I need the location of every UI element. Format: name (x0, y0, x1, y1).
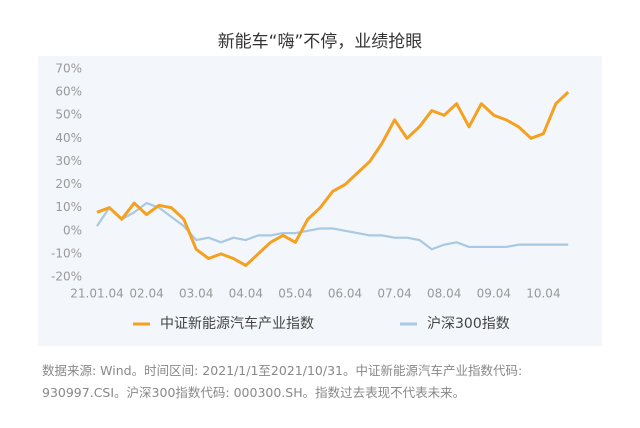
y-tick-label: 0% (63, 223, 82, 237)
chart: 新能车“嗨”不停，业绩抢眼 70% 60% 50% 40% 30% 20% 10% 0% -10… (38, 32, 602, 346)
legend-label: 沪深300指数 (427, 316, 510, 332)
y-tick-label: 10% (55, 200, 82, 214)
x-tick-label: 21.01.04 (70, 287, 123, 301)
plot-background (38, 56, 602, 346)
y-tick-label: -20% (51, 270, 82, 284)
series-line (96, 91, 570, 267)
x-tick-label: 06.04 (328, 287, 362, 301)
y-tick-label: 70% (55, 62, 82, 76)
x-tick-label: 04.04 (229, 287, 263, 301)
x-tick-label: 08.04 (427, 287, 461, 301)
series-line (96, 201, 569, 251)
y-tick-label: 40% (55, 131, 82, 145)
footnote-line: 数据来源: Wind。时间区间: 2021/1/1至2021/10/31。中证新… (42, 363, 523, 378)
chart-title: 新能车“嗨”不停，业绩抢眼 (218, 32, 423, 52)
y-tick-label: 60% (55, 85, 82, 99)
y-tick-label: 50% (55, 108, 82, 122)
x-tick-label: 05.04 (278, 287, 312, 301)
y-tick-label: -10% (51, 246, 82, 260)
x-tick-label: 09.04 (477, 287, 511, 301)
x-tick-label: 07.04 (377, 287, 411, 301)
y-tick-label: 30% (55, 154, 82, 168)
y-tick-label: 20% (55, 177, 82, 191)
x-tick-label: 02.04 (129, 287, 163, 301)
footnote-line: 930997.CSI。沪深300指数代码: 000300.SH。指数过去表现不代… (42, 385, 466, 400)
legend-label: 中证新能源汽车产业指数 (160, 315, 314, 332)
x-tick-label: 03.04 (179, 287, 213, 301)
x-tick-label: 10.04 (526, 287, 560, 301)
